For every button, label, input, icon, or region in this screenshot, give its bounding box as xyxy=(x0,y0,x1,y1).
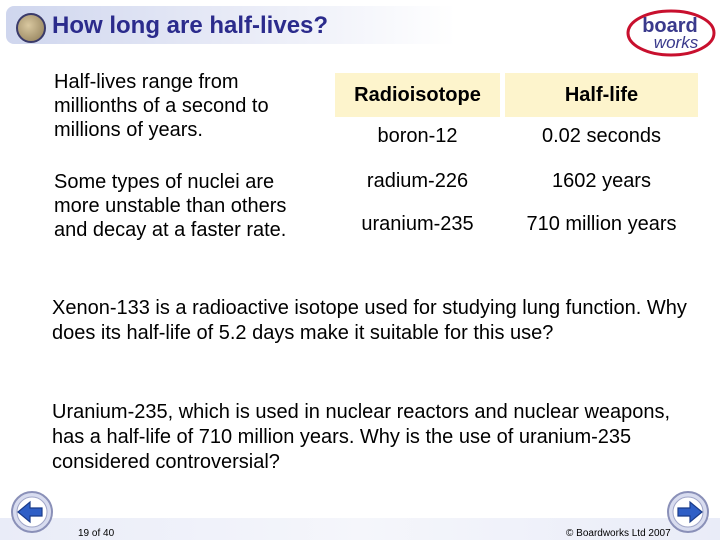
title-bar xyxy=(6,6,606,44)
intro-paragraph-range: Half-lives range from millionths of a se… xyxy=(54,71,269,141)
arrow-right-icon xyxy=(677,500,703,524)
table-header-half-life: Half-life xyxy=(505,73,698,117)
table-cell-isotope: radium-226 xyxy=(366,170,469,192)
next-slide-button[interactable] xyxy=(666,490,710,534)
question-xenon: Xenon-133 is a radioactive isotope used … xyxy=(52,297,687,344)
copyright-notice: © Boardworks Ltd 2007 xyxy=(566,528,671,539)
intro-paragraph-unstable: Some types of nuclei are more unstable t… xyxy=(54,171,287,241)
boardworks-logo: board works xyxy=(626,9,716,57)
arrow-left-icon xyxy=(17,500,43,524)
page-number: 19 of 40 xyxy=(78,528,115,539)
table-cell-half-life: 0.02 seconds xyxy=(542,125,661,147)
previous-slide-button[interactable] xyxy=(10,490,54,534)
question-uranium: Uranium-235, which is used in nuclear re… xyxy=(52,401,671,473)
table-cell-half-life: 710 million years xyxy=(526,213,677,235)
logo-text-works: works xyxy=(654,33,699,52)
page-title: How long are half-lives? xyxy=(52,12,329,39)
logo-text-board: board xyxy=(642,15,698,37)
footer-band xyxy=(0,518,720,540)
table-cell-half-life: 1602 years xyxy=(552,170,651,192)
boardworks-emblem-icon xyxy=(16,13,46,43)
table-header-radioisotope: Radioisotope xyxy=(335,73,500,117)
table-cell-isotope: uranium-235 xyxy=(361,213,474,235)
table-cell-isotope: boron-12 xyxy=(377,125,458,147)
